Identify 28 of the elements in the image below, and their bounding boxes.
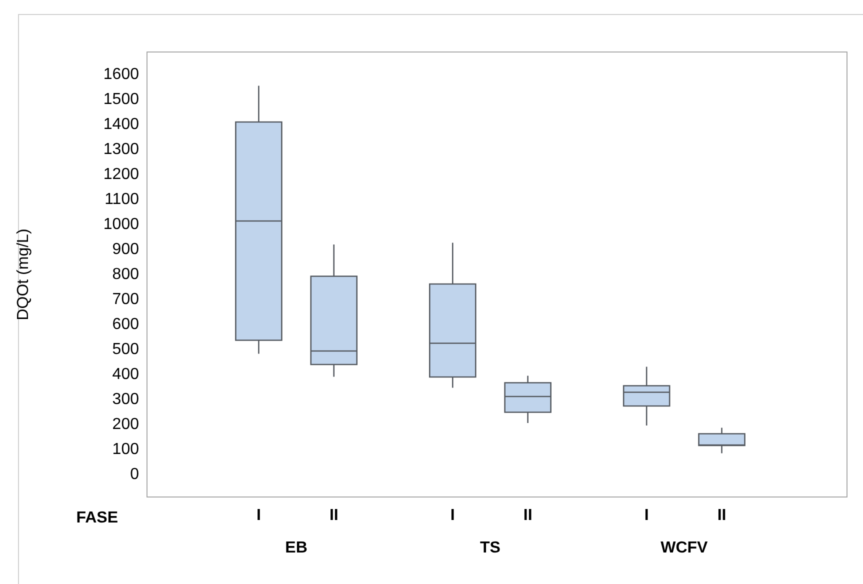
y-tick-label: 0 <box>130 466 140 483</box>
x-tick-label: I <box>644 507 649 524</box>
y-tick-label: 800 <box>112 266 140 283</box>
y-tick-label: 700 <box>112 290 140 308</box>
y-tick-label: 400 <box>112 366 140 383</box>
y-tick-label: 1100 <box>104 190 140 208</box>
y-tick-label: 1600 <box>103 66 140 83</box>
x-tick-label: I <box>256 507 261 524</box>
y-tick-label: 1300 <box>103 140 140 158</box>
y-tick-label: 1000 <box>103 216 140 233</box>
x-tick-label: II <box>717 507 726 524</box>
x-axis-title: FASE <box>76 509 118 526</box>
y-tick-label: 300 <box>112 390 140 408</box>
y-tick-label: 500 <box>112 340 140 358</box>
text: WCFV <box>660 539 708 556</box>
y-tick-label: 1200 <box>103 166 140 183</box>
y-tick-label: 200 <box>112 416 140 433</box>
y-tick-label: 600 <box>112 316 140 333</box>
x-tick-label: II <box>329 507 338 524</box>
y-tick-label: 1500 <box>103 90 140 108</box>
y-tick-label: 900 <box>112 240 140 258</box>
y-tick-label: 1400 <box>103 116 140 133</box>
y-tick-label: 100 <box>112 440 140 458</box>
text: TS <box>480 539 501 556</box>
text: EB <box>285 539 308 556</box>
y-axis-title: DQOt (mg/L) <box>15 228 32 320</box>
x-tick-label: I <box>450 507 455 524</box>
x-tick-label: II <box>523 507 532 524</box>
